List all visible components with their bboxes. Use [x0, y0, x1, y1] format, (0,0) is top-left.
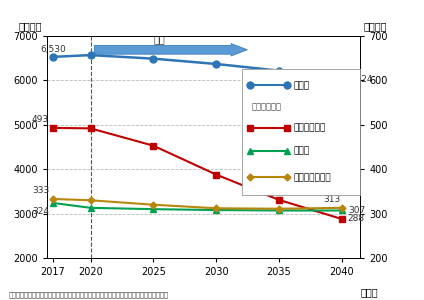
Text: 6,024: 6,024	[348, 75, 374, 84]
Text: （万人）: （万人）	[363, 22, 387, 32]
Text: 288: 288	[348, 214, 365, 224]
FancyArrow shape	[94, 44, 248, 56]
Text: 307: 307	[348, 206, 365, 215]
Text: 資料）　独立行政法人労働政策研究・研修機構「労働力需給の推計」より国土交通省作成: 資料） 独立行政法人労働政策研究・研修機構「労働力需給の推計」より国土交通省作成	[8, 292, 168, 298]
Text: 333: 333	[32, 186, 49, 195]
Text: 鉱山・建設業: 鉱山・建設業	[294, 124, 326, 133]
Text: 313: 313	[323, 195, 340, 204]
Text: 324: 324	[32, 207, 49, 216]
Text: 飲食店・宿泊業: 飲食店・宿泊業	[294, 173, 332, 182]
Text: （年）: （年）	[360, 287, 378, 297]
Text: 493: 493	[32, 116, 49, 124]
Text: （万人）: （万人）	[18, 22, 42, 32]
Text: 運輸業: 運輸業	[294, 146, 310, 155]
Text: 6,530: 6,530	[40, 45, 66, 54]
Text: 全産業: 全産業	[294, 81, 310, 90]
Text: （以下右軸）: （以下右軸）	[251, 102, 281, 111]
Text: 予測: 予測	[154, 34, 165, 44]
